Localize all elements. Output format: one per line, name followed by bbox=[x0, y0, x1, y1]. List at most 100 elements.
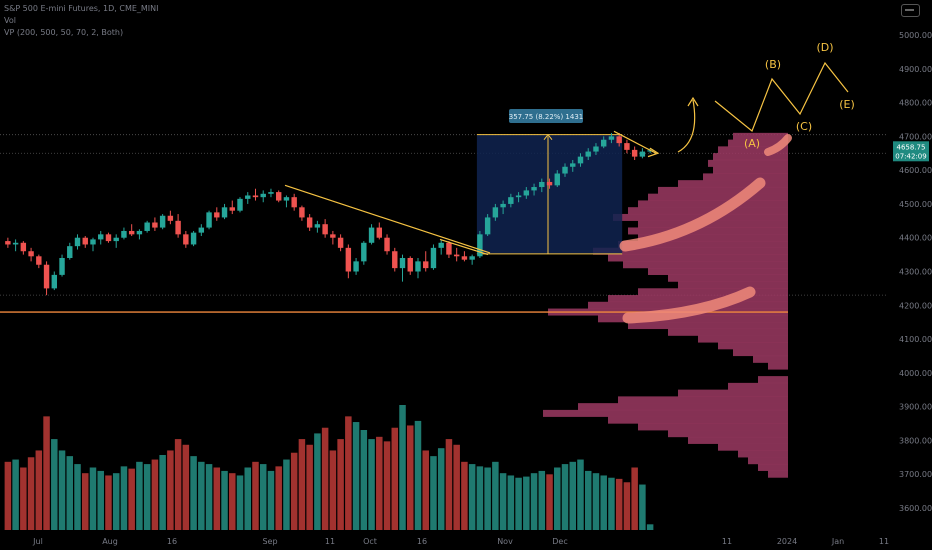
volume-profile-bar bbox=[638, 423, 788, 431]
volume-profile-bar bbox=[668, 274, 788, 282]
wave-label: (C) bbox=[796, 120, 812, 133]
candle-body bbox=[539, 181, 545, 188]
volume-bar bbox=[159, 455, 166, 530]
candle-body bbox=[484, 217, 491, 235]
volume-bar bbox=[143, 464, 151, 530]
candle-body bbox=[577, 156, 584, 164]
time-tick-label: 11 bbox=[722, 537, 732, 546]
volume-bar bbox=[639, 484, 646, 530]
volume-profile-bar bbox=[758, 463, 788, 471]
volume-bar bbox=[89, 467, 97, 530]
candle-body bbox=[291, 197, 297, 208]
volume-bar bbox=[499, 473, 507, 530]
flag-arrowhead bbox=[647, 147, 660, 158]
volume-profile-bar bbox=[618, 396, 788, 404]
candle-body bbox=[415, 261, 421, 272]
volume-bar bbox=[190, 456, 197, 530]
volume-bar bbox=[112, 473, 120, 530]
volume-bar bbox=[43, 416, 50, 530]
candle-body bbox=[392, 251, 398, 269]
volume-profile-bar bbox=[628, 227, 788, 235]
price-tick-label: 3900.00 bbox=[899, 403, 932, 412]
candle-body bbox=[500, 203, 506, 208]
volume-profile-bar bbox=[733, 132, 788, 140]
volume-bar bbox=[314, 433, 321, 530]
volume-bar bbox=[561, 464, 569, 530]
volume-profile-bar bbox=[718, 146, 788, 154]
time-tick-label: 16 bbox=[167, 537, 177, 546]
volume-bar bbox=[608, 477, 615, 530]
volume-profile-bar bbox=[688, 436, 788, 444]
candle-body bbox=[198, 227, 205, 233]
symbol-title: S&P 500 E-mini Futures, 1D, CME_MINI bbox=[4, 4, 159, 13]
volume-profile-bar bbox=[638, 200, 788, 208]
candle-body bbox=[376, 227, 383, 238]
volume-bar bbox=[368, 439, 375, 530]
price-tick-label: 4200.00 bbox=[899, 301, 932, 310]
volume-profile-bar bbox=[738, 450, 788, 458]
candle-body bbox=[98, 234, 104, 240]
volume-bar bbox=[151, 459, 159, 530]
wave-label: (D) bbox=[816, 41, 833, 54]
volume-bar bbox=[136, 461, 143, 530]
time-tick-label: Oct bbox=[363, 537, 377, 546]
candle-body bbox=[12, 242, 19, 245]
candle-body bbox=[570, 163, 576, 167]
collapse-button[interactable] bbox=[901, 4, 920, 17]
volume-bar bbox=[259, 464, 267, 530]
candle-body bbox=[523, 190, 530, 196]
candle-body bbox=[5, 241, 11, 245]
volume-bar bbox=[515, 477, 522, 530]
candle-body bbox=[593, 146, 599, 152]
price-tick-label: 3700.00 bbox=[899, 470, 932, 479]
candle-body bbox=[128, 230, 135, 235]
volume-bar bbox=[105, 475, 112, 530]
time-tick-label: 11 bbox=[879, 537, 889, 546]
candle-body bbox=[600, 139, 607, 147]
candle-body bbox=[275, 192, 282, 201]
volume-profile-bar bbox=[648, 193, 788, 201]
volume-profile-bar bbox=[678, 281, 788, 289]
highlight-stroke bbox=[622, 286, 756, 324]
volume-bar bbox=[74, 464, 81, 530]
volume-profile-bar bbox=[623, 261, 788, 269]
candle-body bbox=[631, 149, 638, 157]
price-tick-label: 4700.00 bbox=[899, 132, 932, 141]
volume-bar bbox=[523, 476, 530, 530]
volume-profile-bar bbox=[733, 349, 788, 357]
volume-bar bbox=[275, 466, 282, 530]
candle-body bbox=[283, 197, 290, 201]
price-tick-label: 4500.00 bbox=[899, 200, 932, 209]
price-tick-label: 4900.00 bbox=[899, 65, 932, 74]
candle-body bbox=[59, 257, 65, 275]
time-tick-label: Aug bbox=[102, 537, 118, 546]
candle-body bbox=[144, 222, 150, 231]
candle-body bbox=[453, 254, 460, 257]
volume-bar bbox=[321, 427, 329, 530]
candle-body bbox=[337, 237, 344, 248]
candle-body bbox=[306, 217, 313, 228]
volume-bar bbox=[345, 416, 352, 530]
volume-bar bbox=[430, 456, 437, 530]
volume-profile-bar bbox=[593, 247, 788, 255]
volume-profile-bar bbox=[698, 335, 788, 343]
candle-body bbox=[477, 234, 483, 257]
volume-bar bbox=[383, 441, 391, 530]
volume-profile-bar bbox=[628, 322, 788, 330]
volume-bar bbox=[267, 470, 275, 530]
candle-body bbox=[183, 234, 189, 245]
price-tick-label: 3800.00 bbox=[899, 436, 932, 445]
last-price-value: 4658.75 bbox=[897, 143, 926, 151]
candle-body bbox=[361, 242, 367, 262]
candle-body bbox=[345, 247, 352, 272]
highlight-stroke bbox=[764, 134, 792, 156]
candle-body bbox=[43, 264, 50, 289]
volume-profile-bar bbox=[753, 355, 788, 363]
candle-body bbox=[423, 261, 429, 269]
time-tick-label: 16 bbox=[417, 537, 427, 546]
volume-bar bbox=[12, 459, 19, 530]
volume-profile-bar bbox=[768, 362, 788, 370]
volume-profile-bar bbox=[668, 430, 788, 438]
volume-profile-bar bbox=[718, 443, 788, 451]
